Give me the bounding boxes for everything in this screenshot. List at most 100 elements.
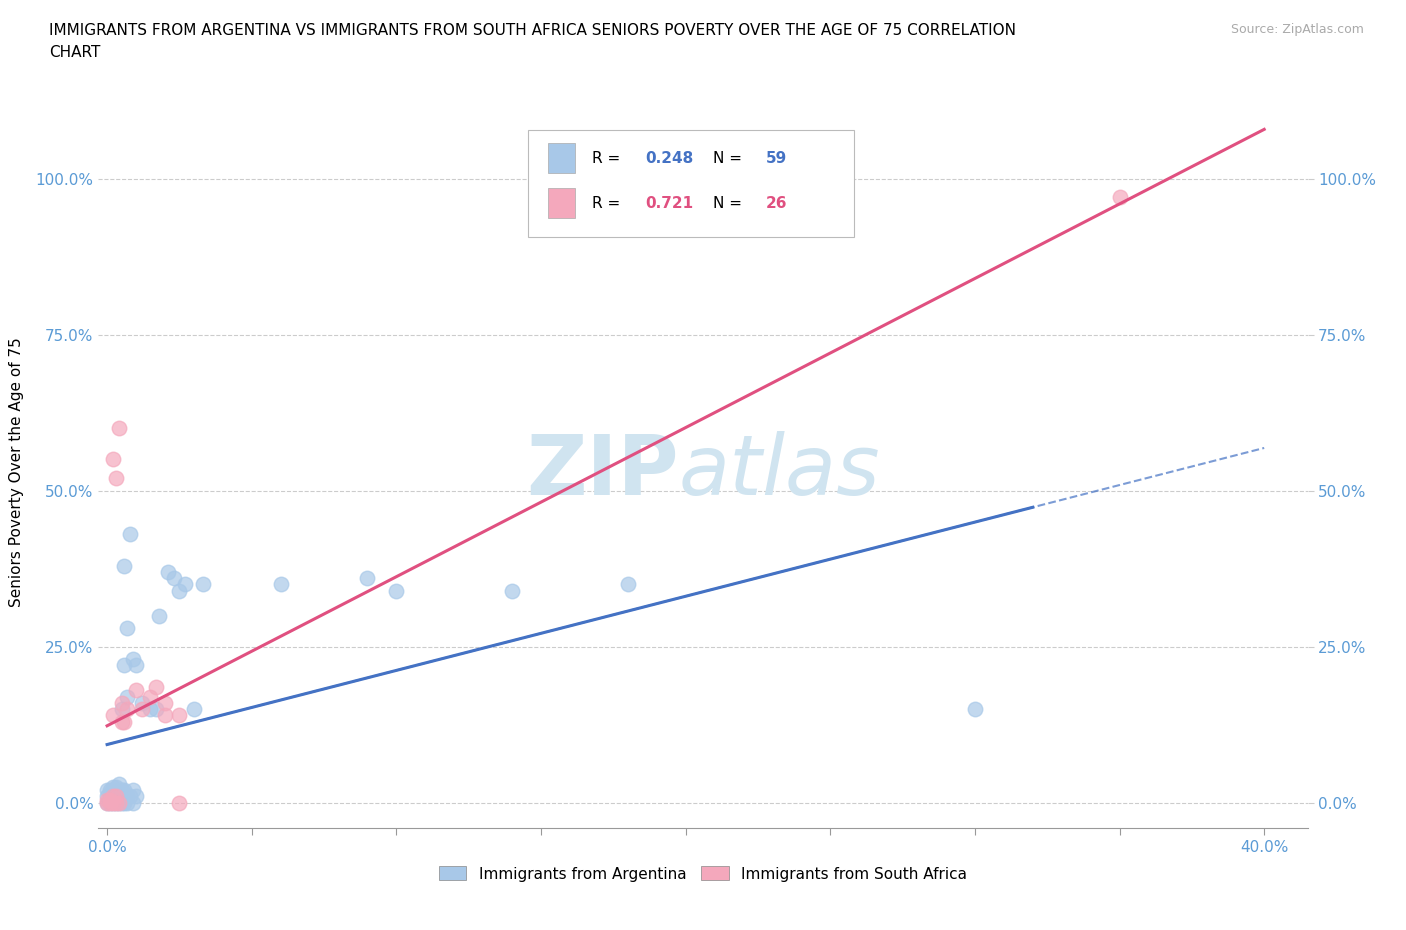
FancyBboxPatch shape xyxy=(548,188,575,218)
Point xyxy=(107,783,129,798)
Point xyxy=(104,795,127,810)
Point xyxy=(110,696,132,711)
Point xyxy=(107,421,129,436)
Point xyxy=(104,783,127,798)
Point xyxy=(110,714,132,729)
Point xyxy=(104,471,127,485)
Point xyxy=(104,795,127,810)
Point xyxy=(114,558,136,573)
Text: 59: 59 xyxy=(766,151,787,166)
Point xyxy=(191,577,214,591)
Point xyxy=(101,795,124,810)
Point xyxy=(98,786,121,801)
Point xyxy=(107,795,129,810)
Point xyxy=(114,795,136,810)
Point xyxy=(101,789,124,804)
Text: R =: R = xyxy=(592,151,624,166)
Point xyxy=(96,783,118,798)
Point xyxy=(114,714,136,729)
Point xyxy=(125,683,148,698)
Point xyxy=(174,577,197,591)
Point xyxy=(153,708,176,723)
Point xyxy=(125,789,148,804)
Point xyxy=(169,583,191,598)
Point xyxy=(96,792,118,807)
Point xyxy=(104,789,127,804)
Point xyxy=(101,792,124,807)
Point xyxy=(122,795,145,810)
Point xyxy=(104,789,127,804)
Point xyxy=(110,795,132,810)
Point xyxy=(98,795,121,810)
Y-axis label: Seniors Poverty Over the Age of 75: Seniors Poverty Over the Age of 75 xyxy=(10,337,24,607)
Point xyxy=(110,789,132,804)
Point xyxy=(385,583,408,598)
Point xyxy=(117,789,139,804)
Point xyxy=(139,689,162,704)
Point xyxy=(617,577,640,591)
Point xyxy=(114,789,136,804)
Point xyxy=(101,708,124,723)
Point xyxy=(125,658,148,673)
Point xyxy=(107,795,129,810)
Point xyxy=(122,783,145,798)
Text: 0.248: 0.248 xyxy=(645,151,693,166)
Text: atlas: atlas xyxy=(679,432,880,512)
Point xyxy=(117,620,139,635)
Point xyxy=(98,789,121,804)
Point xyxy=(104,779,127,794)
Point xyxy=(110,702,132,717)
Point xyxy=(117,795,139,810)
Text: N =: N = xyxy=(713,151,747,166)
Point xyxy=(162,571,184,586)
Point xyxy=(107,777,129,791)
Text: ZIP: ZIP xyxy=(526,432,679,512)
FancyBboxPatch shape xyxy=(527,130,855,237)
Point xyxy=(98,792,121,807)
Point xyxy=(107,792,129,807)
Point xyxy=(114,783,136,798)
Point xyxy=(122,652,145,667)
Point xyxy=(101,783,124,798)
Text: IMMIGRANTS FROM ARGENTINA VS IMMIGRANTS FROM SOUTH AFRICA SENIORS POVERTY OVER T: IMMIGRANTS FROM ARGENTINA VS IMMIGRANTS … xyxy=(49,23,1017,60)
Point xyxy=(139,702,162,717)
Text: Source: ZipAtlas.com: Source: ZipAtlas.com xyxy=(1230,23,1364,36)
Point xyxy=(148,608,170,623)
Point xyxy=(145,702,167,717)
Point xyxy=(101,452,124,467)
Point xyxy=(131,696,153,711)
Point xyxy=(96,795,118,810)
Point xyxy=(120,527,142,542)
Point xyxy=(117,702,139,717)
Point xyxy=(98,783,121,798)
Text: 0.721: 0.721 xyxy=(645,195,693,210)
Legend: Immigrants from Argentina, Immigrants from South Africa: Immigrants from Argentina, Immigrants fr… xyxy=(433,860,973,887)
Point xyxy=(98,792,121,807)
Point xyxy=(101,795,124,810)
Point xyxy=(98,795,121,810)
Point xyxy=(131,702,153,717)
Point xyxy=(110,783,132,798)
Point xyxy=(183,702,205,717)
Point xyxy=(270,577,292,591)
Point xyxy=(101,789,124,804)
Point xyxy=(114,658,136,673)
Text: R =: R = xyxy=(592,195,624,210)
Point xyxy=(156,565,179,579)
Point xyxy=(963,702,986,717)
Point xyxy=(356,571,378,586)
Point xyxy=(120,789,142,804)
Point xyxy=(96,789,118,804)
FancyBboxPatch shape xyxy=(548,143,575,173)
Text: 26: 26 xyxy=(766,195,787,210)
Point xyxy=(107,789,129,804)
Point xyxy=(169,708,191,723)
Point xyxy=(96,795,118,810)
Point xyxy=(501,583,523,598)
Point xyxy=(153,696,176,711)
Point xyxy=(1108,190,1130,205)
Text: N =: N = xyxy=(713,195,747,210)
Point xyxy=(117,689,139,704)
Point xyxy=(101,779,124,794)
Point xyxy=(145,680,167,695)
